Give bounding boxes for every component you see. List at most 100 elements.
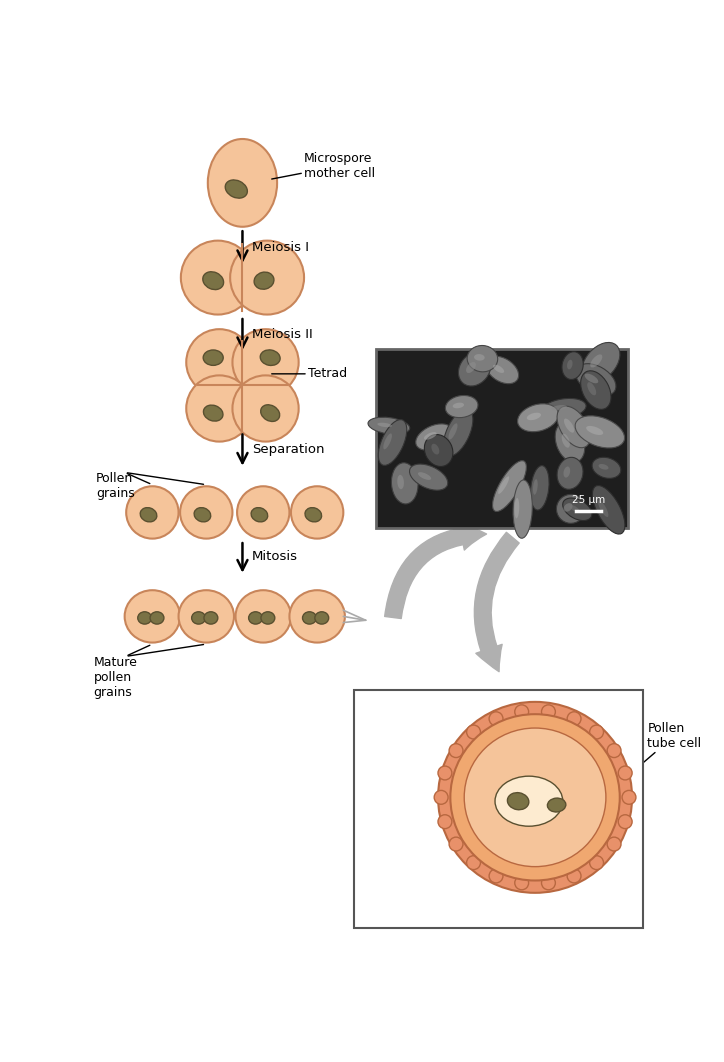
Ellipse shape [126, 486, 179, 538]
Ellipse shape [225, 179, 248, 199]
Circle shape [466, 856, 481, 870]
Text: Intine: Intine [388, 716, 512, 752]
Circle shape [542, 705, 555, 719]
Circle shape [449, 743, 463, 757]
Ellipse shape [232, 375, 299, 442]
Text: Separation: Separation [252, 443, 324, 457]
Ellipse shape [203, 350, 223, 365]
Ellipse shape [203, 272, 224, 290]
Ellipse shape [179, 590, 234, 643]
Ellipse shape [445, 395, 478, 417]
Ellipse shape [260, 349, 280, 365]
Ellipse shape [547, 798, 566, 812]
Ellipse shape [383, 433, 392, 449]
Ellipse shape [562, 433, 570, 448]
Ellipse shape [592, 485, 625, 534]
Ellipse shape [575, 416, 625, 448]
Ellipse shape [251, 508, 268, 521]
Ellipse shape [569, 504, 579, 512]
Ellipse shape [486, 356, 518, 383]
Circle shape [434, 790, 448, 804]
Circle shape [618, 766, 632, 780]
Ellipse shape [557, 406, 590, 448]
Ellipse shape [466, 362, 476, 373]
Circle shape [489, 712, 503, 725]
Ellipse shape [150, 612, 164, 624]
Ellipse shape [563, 498, 592, 520]
Ellipse shape [592, 458, 620, 478]
Ellipse shape [452, 402, 464, 408]
Ellipse shape [203, 405, 223, 422]
Ellipse shape [418, 473, 432, 480]
Ellipse shape [261, 405, 279, 422]
Ellipse shape [248, 612, 263, 624]
Ellipse shape [567, 360, 573, 370]
Ellipse shape [232, 329, 299, 395]
Circle shape [622, 790, 636, 804]
FancyBboxPatch shape [354, 689, 643, 928]
Ellipse shape [557, 458, 583, 490]
Ellipse shape [563, 466, 571, 478]
Ellipse shape [564, 418, 574, 432]
Circle shape [607, 837, 621, 851]
Text: Meiosis II: Meiosis II [252, 328, 313, 341]
Ellipse shape [235, 590, 291, 643]
Ellipse shape [464, 729, 606, 867]
Ellipse shape [582, 342, 620, 382]
Ellipse shape [598, 500, 608, 517]
Text: Generative
nucleus: Generative nucleus [354, 767, 518, 801]
FancyArrowPatch shape [474, 532, 519, 671]
Ellipse shape [513, 480, 532, 538]
Ellipse shape [392, 463, 418, 504]
Text: Microspore
mother cell: Microspore mother cell [272, 152, 375, 179]
Ellipse shape [492, 461, 526, 512]
Ellipse shape [541, 398, 586, 419]
Ellipse shape [397, 475, 404, 490]
Text: Generative
cell: Generative cell [354, 787, 543, 819]
Circle shape [489, 869, 503, 883]
Circle shape [607, 743, 621, 757]
Ellipse shape [230, 241, 304, 314]
Ellipse shape [599, 464, 608, 469]
Ellipse shape [186, 375, 253, 442]
Ellipse shape [180, 486, 232, 538]
Ellipse shape [416, 424, 452, 450]
Ellipse shape [581, 371, 611, 409]
Ellipse shape [432, 444, 439, 455]
FancyBboxPatch shape [376, 349, 628, 528]
Ellipse shape [531, 465, 549, 510]
Ellipse shape [138, 612, 151, 624]
Ellipse shape [508, 792, 529, 809]
Ellipse shape [438, 702, 632, 893]
Circle shape [567, 869, 581, 883]
Ellipse shape [192, 612, 206, 624]
Ellipse shape [368, 417, 410, 434]
Ellipse shape [584, 374, 598, 383]
Ellipse shape [555, 422, 585, 462]
Ellipse shape [424, 432, 437, 440]
Circle shape [515, 705, 529, 719]
Text: Mitosis: Mitosis [252, 550, 298, 563]
Ellipse shape [448, 424, 458, 440]
Ellipse shape [181, 241, 255, 314]
Text: 25 μm: 25 μm [572, 495, 605, 504]
Circle shape [542, 876, 555, 890]
Ellipse shape [498, 476, 509, 494]
Text: Tetrad: Tetrad [272, 367, 347, 380]
Circle shape [589, 725, 604, 739]
Ellipse shape [576, 363, 616, 396]
Ellipse shape [562, 352, 584, 379]
Text: Meiosis I: Meiosis I [252, 241, 308, 254]
Text: Pollen
tube
nucleus: Pollen tube nucleus [375, 803, 557, 845]
Ellipse shape [590, 355, 602, 367]
Ellipse shape [533, 479, 538, 495]
Ellipse shape [377, 423, 392, 427]
Text: Pollen
grains: Pollen grains [96, 473, 135, 500]
Circle shape [438, 815, 452, 828]
Circle shape [449, 837, 463, 851]
Ellipse shape [474, 354, 484, 361]
Ellipse shape [587, 382, 596, 395]
Ellipse shape [291, 486, 343, 538]
Circle shape [567, 712, 581, 725]
Ellipse shape [450, 714, 620, 880]
